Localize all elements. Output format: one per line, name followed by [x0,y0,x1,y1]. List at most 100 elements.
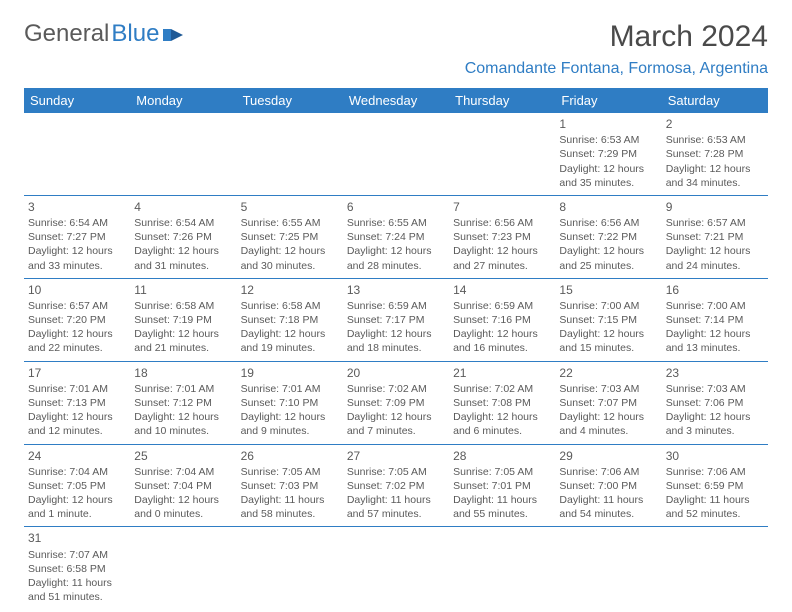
day-info-line: Sunset: 7:20 PM [28,313,126,327]
day-info-line: Daylight: 11 hours [559,493,657,507]
day-info-line: Daylight: 11 hours [28,576,126,590]
day-info-line: Sunrise: 6:59 AM [453,299,551,313]
calendar-cell [449,113,555,195]
logo: GeneralBlue [24,20,185,48]
day-info-line: Daylight: 12 hours [559,162,657,176]
day-number: 14 [453,282,551,298]
day-info-line: Sunrise: 7:07 AM [28,548,126,562]
calendar-cell: 9Sunrise: 6:57 AMSunset: 7:21 PMDaylight… [662,195,768,278]
day-info-line: Sunset: 7:15 PM [559,313,657,327]
day-info-line: Sunset: 7:27 PM [28,230,126,244]
day-number: 22 [559,365,657,381]
day-info-line: Daylight: 12 hours [559,327,657,341]
day-info-line: and 58 minutes. [241,507,339,521]
day-info-line: Sunset: 7:00 PM [559,479,657,493]
day-info-line: Sunrise: 7:02 AM [347,382,445,396]
day-info-line: Sunrise: 7:05 AM [241,465,339,479]
day-info-line: and 57 minutes. [347,507,445,521]
calendar-cell: 5Sunrise: 6:55 AMSunset: 7:25 PMDaylight… [237,195,343,278]
col-saturday: Saturday [662,88,768,113]
calendar-row: 10Sunrise: 6:57 AMSunset: 7:20 PM Dayligh… [24,278,768,361]
day-number: 24 [28,448,126,464]
day-number: 31 [28,530,126,546]
day-number: 21 [453,365,551,381]
day-info-line: Sunset: 7:18 PM [241,313,339,327]
logo-text-blue: Blue [111,20,159,48]
calendar-row: 1Sunrise: 6:53 AMSunset: 7:29 PMDaylight… [24,113,768,195]
day-info-line: Sunrise: 7:01 AM [28,382,126,396]
day-info-line: and 13 minutes. [666,341,764,355]
day-info-line: Daylight: 12 hours [134,244,232,258]
calendar-cell [449,527,555,609]
day-info-line: Sunrise: 6:55 AM [347,216,445,230]
day-info-line: and 34 minutes. [666,176,764,190]
day-info-line: and 54 minutes. [559,507,657,521]
calendar-cell: 26Sunrise: 7:05 AMSunset: 7:03 PMDayligh… [237,444,343,527]
day-info-line: Sunrise: 6:57 AM [28,299,126,313]
day-info-line: and 6 minutes. [453,424,551,438]
calendar-cell [24,113,130,195]
day-number: 26 [241,448,339,464]
col-wednesday: Wednesday [343,88,449,113]
day-info-line: and 9 minutes. [241,424,339,438]
calendar-cell: 2Sunrise: 6:53 AMSunset: 7:28 PMDaylight… [662,113,768,195]
day-info-line: Daylight: 12 hours [241,410,339,424]
header: GeneralBlue March 2024 Comandante Fontan… [24,20,768,84]
day-info-line: and 25 minutes. [559,259,657,273]
day-info-line: Sunset: 7:26 PM [134,230,232,244]
day-info-line: Daylight: 12 hours [28,410,126,424]
day-info-line: Sunrise: 6:58 AM [134,299,232,313]
day-info-line: Daylight: 12 hours [453,327,551,341]
calendar-cell [237,113,343,195]
day-number: 7 [453,199,551,215]
day-info-line: and 4 minutes. [559,424,657,438]
calendar-table: Sunday Monday Tuesday Wednesday Thursday… [24,88,768,609]
calendar-cell: 31 Sunrise: 7:07 AMSunset: 6:58 PMDayligh… [24,527,130,609]
day-info-line: Sunset: 7:24 PM [347,230,445,244]
day-info-line: Sunrise: 7:06 AM [559,465,657,479]
day-info-line: Sunrise: 7:03 AM [559,382,657,396]
day-info-line: and 19 minutes. [241,341,339,355]
calendar-cell: 18Sunrise: 7:01 AMSunset: 7:12 PMDayligh… [130,361,236,444]
calendar-cell [343,113,449,195]
day-number: 6 [347,199,445,215]
day-info-line: Sunrise: 7:03 AM [666,382,764,396]
day-info-line: Sunrise: 6:58 AM [241,299,339,313]
day-number: 10 [28,282,126,298]
col-tuesday: Tuesday [237,88,343,113]
day-info-line: and 31 minutes. [134,259,232,273]
day-info-line: Sunset: 7:25 PM [241,230,339,244]
day-info-line: Sunrise: 7:00 AM [559,299,657,313]
day-number: 13 [347,282,445,298]
day-info-line: Sunrise: 6:54 AM [134,216,232,230]
day-info-line: Sunset: 6:59 PM [666,479,764,493]
day-info-line: Daylight: 12 hours [241,244,339,258]
calendar-cell: 19Sunrise: 7:01 AMSunset: 7:10 PMDayligh… [237,361,343,444]
calendar-cell: 21Sunrise: 7:02 AMSunset: 7:08 PMDayligh… [449,361,555,444]
month-title: March 2024 [465,20,768,54]
day-info-line: Sunset: 6:58 PM [28,562,126,576]
header-row: Sunday Monday Tuesday Wednesday Thursday… [24,88,768,113]
day-info-line: Sunrise: 6:53 AM [559,133,657,147]
day-info-line: Daylight: 12 hours [559,244,657,258]
day-info-line: Sunset: 7:19 PM [134,313,232,327]
calendar-cell: 6Sunrise: 6:55 AMSunset: 7:24 PMDaylight… [343,195,449,278]
day-info-line: Daylight: 12 hours [28,493,126,507]
day-info-line: and 0 minutes. [134,507,232,521]
day-number: 4 [134,199,232,215]
calendar-cell: 20Sunrise: 7:02 AMSunset: 7:09 PMDayligh… [343,361,449,444]
day-info-line: and 10 minutes. [134,424,232,438]
day-info-line: Sunset: 7:17 PM [347,313,445,327]
day-info-line: Sunrise: 6:53 AM [666,133,764,147]
day-number: 23 [666,365,764,381]
calendar-cell: 15Sunrise: 7:00 AMSunset: 7:15 PMDayligh… [555,278,661,361]
day-info-line: and 51 minutes. [28,590,126,604]
day-info-line: Sunset: 7:06 PM [666,396,764,410]
day-info-line: Daylight: 12 hours [453,410,551,424]
day-info-line: Sunset: 7:13 PM [28,396,126,410]
day-info-line: Daylight: 11 hours [241,493,339,507]
calendar-cell [662,527,768,609]
day-number: 17 [28,365,126,381]
day-info-line: Sunrise: 6:59 AM [347,299,445,313]
day-number: 25 [134,448,232,464]
